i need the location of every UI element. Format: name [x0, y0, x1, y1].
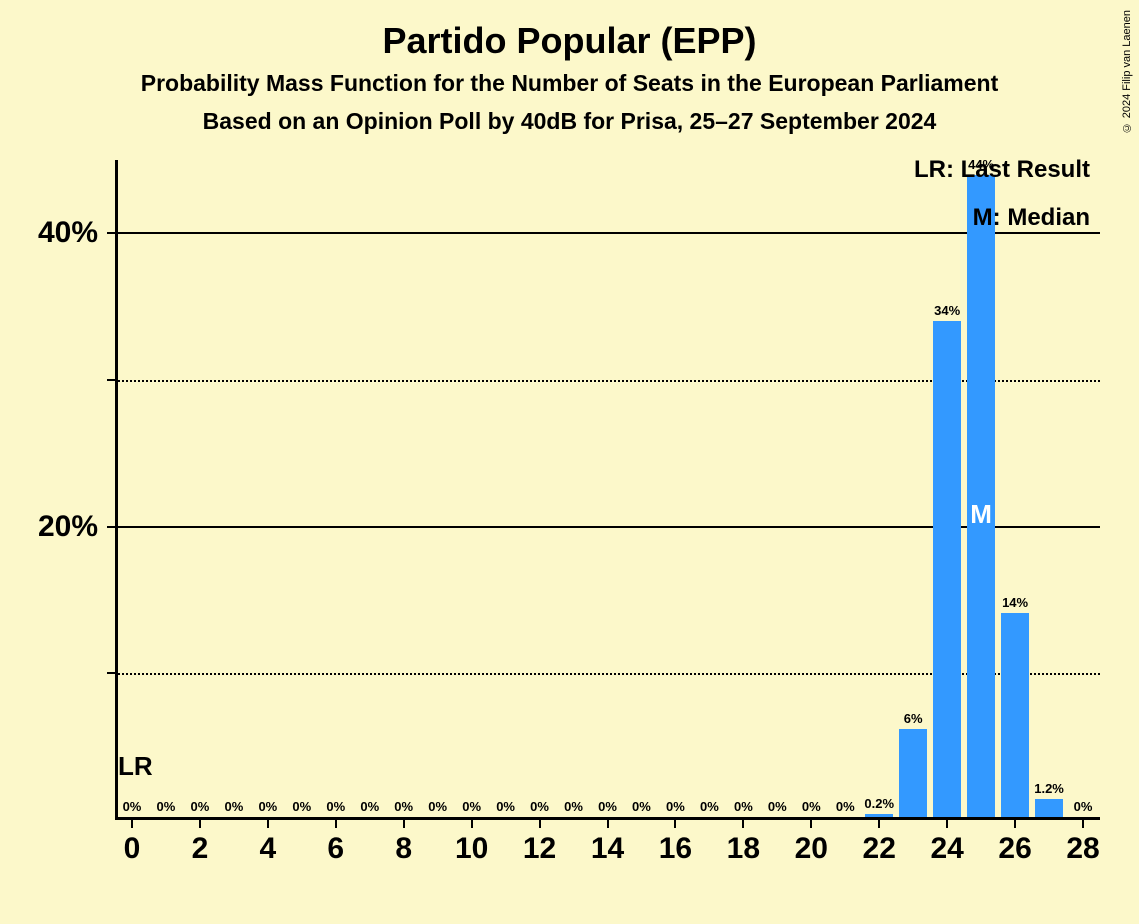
x-tick-mark [810, 820, 812, 828]
bar-value-label: 0% [734, 799, 753, 814]
x-tick-mark [199, 820, 201, 828]
bar-value-label: 14% [1002, 595, 1028, 610]
bar-value-label: 6% [904, 711, 923, 726]
y-tick-mark [107, 379, 115, 381]
bar-value-label: 0% [530, 799, 549, 814]
chart-subtitle-2: Based on an Opinion Poll by 40dB for Pri… [0, 108, 1139, 135]
x-tick-mark [607, 820, 609, 828]
legend-last-result: LR: Last Result [914, 156, 1090, 184]
y-tick-mark [107, 232, 115, 234]
x-tick-mark [267, 820, 269, 828]
chart-subtitle-1: Probability Mass Function for the Number… [0, 70, 1139, 97]
x-axis-label: 0 [124, 832, 141, 866]
x-axis-label: 18 [727, 832, 760, 866]
x-tick-mark [742, 820, 744, 828]
bar [865, 814, 893, 817]
bar-value-label: 0% [666, 799, 685, 814]
bar-value-label: 0% [632, 799, 651, 814]
bar-value-label: 0% [326, 799, 345, 814]
x-tick-mark [878, 820, 880, 828]
bar-value-label: 1.2% [1034, 781, 1064, 796]
chart-title: Partido Popular (EPP) [0, 20, 1139, 62]
bar-value-label: 0% [224, 799, 243, 814]
copyright-text: © 2024 Filip van Laenen [1121, 10, 1133, 133]
bar-value-label: 0% [191, 799, 210, 814]
bar-value-label: 0% [292, 799, 311, 814]
x-tick-mark [539, 820, 541, 828]
bar [933, 321, 961, 817]
x-tick-mark [403, 820, 405, 828]
bar-value-label: 0.2% [864, 796, 894, 811]
x-axis-label: 12 [523, 832, 556, 866]
bar-value-label: 0% [700, 799, 719, 814]
y-axis-label: 20% [38, 510, 98, 544]
y-tick-mark [107, 672, 115, 674]
bar-value-label: 0% [598, 799, 617, 814]
x-tick-mark [674, 820, 676, 828]
plot-area: 0% 0% 0% 0% 0% 0% 0% 0% 0% 0% 0% 0% 0% 0% 0% 0% 0% 0% 0% 0%… [115, 160, 1100, 820]
x-tick-mark [1082, 820, 1084, 828]
x-axis-label: 10 [455, 832, 488, 866]
x-axis-label: 22 [863, 832, 896, 866]
x-tick-mark [335, 820, 337, 828]
x-axis-label: 24 [930, 832, 963, 866]
bar-value-label: 0% [564, 799, 583, 814]
x-tick-mark [946, 820, 948, 828]
bar-value-label: 0% [123, 799, 142, 814]
gridline-major [115, 232, 1100, 234]
x-tick-mark [131, 820, 133, 828]
x-axis-label: 4 [260, 832, 277, 866]
x-axis-label: 6 [327, 832, 344, 866]
legend-median: M: Median [973, 204, 1090, 232]
bar-value-label: 0% [428, 799, 447, 814]
bar-value-label: 0% [157, 799, 176, 814]
bar-value-label: 0% [1074, 799, 1093, 814]
x-axis-label: 16 [659, 832, 692, 866]
y-tick-mark [107, 526, 115, 528]
bar-value-label: 0% [462, 799, 481, 814]
bar-value-label: 0% [258, 799, 277, 814]
y-axis-line [115, 160, 118, 820]
bar-value-label: 0% [394, 799, 413, 814]
x-axis-label: 8 [395, 832, 412, 866]
bar [1001, 613, 1029, 817]
bar [967, 175, 995, 817]
x-tick-mark [1014, 820, 1016, 828]
x-axis-label: 2 [192, 832, 209, 866]
last-result-marker: LR [118, 751, 153, 782]
x-tick-mark [471, 820, 473, 828]
x-axis-label: 20 [795, 832, 828, 866]
y-axis-label: 40% [38, 216, 98, 250]
x-axis-label: 14 [591, 832, 624, 866]
bar-value-label: 34% [934, 303, 960, 318]
x-axis-label: 26 [998, 832, 1031, 866]
bar-value-label: 0% [768, 799, 787, 814]
bar-value-label: 0% [836, 799, 855, 814]
bar-value-label: 0% [360, 799, 379, 814]
bar [1035, 799, 1063, 817]
bar-value-label: 0% [802, 799, 821, 814]
x-axis-label: 28 [1066, 832, 1099, 866]
bar-value-label: 0% [496, 799, 515, 814]
median-marker: M [970, 499, 992, 530]
bar [899, 729, 927, 817]
